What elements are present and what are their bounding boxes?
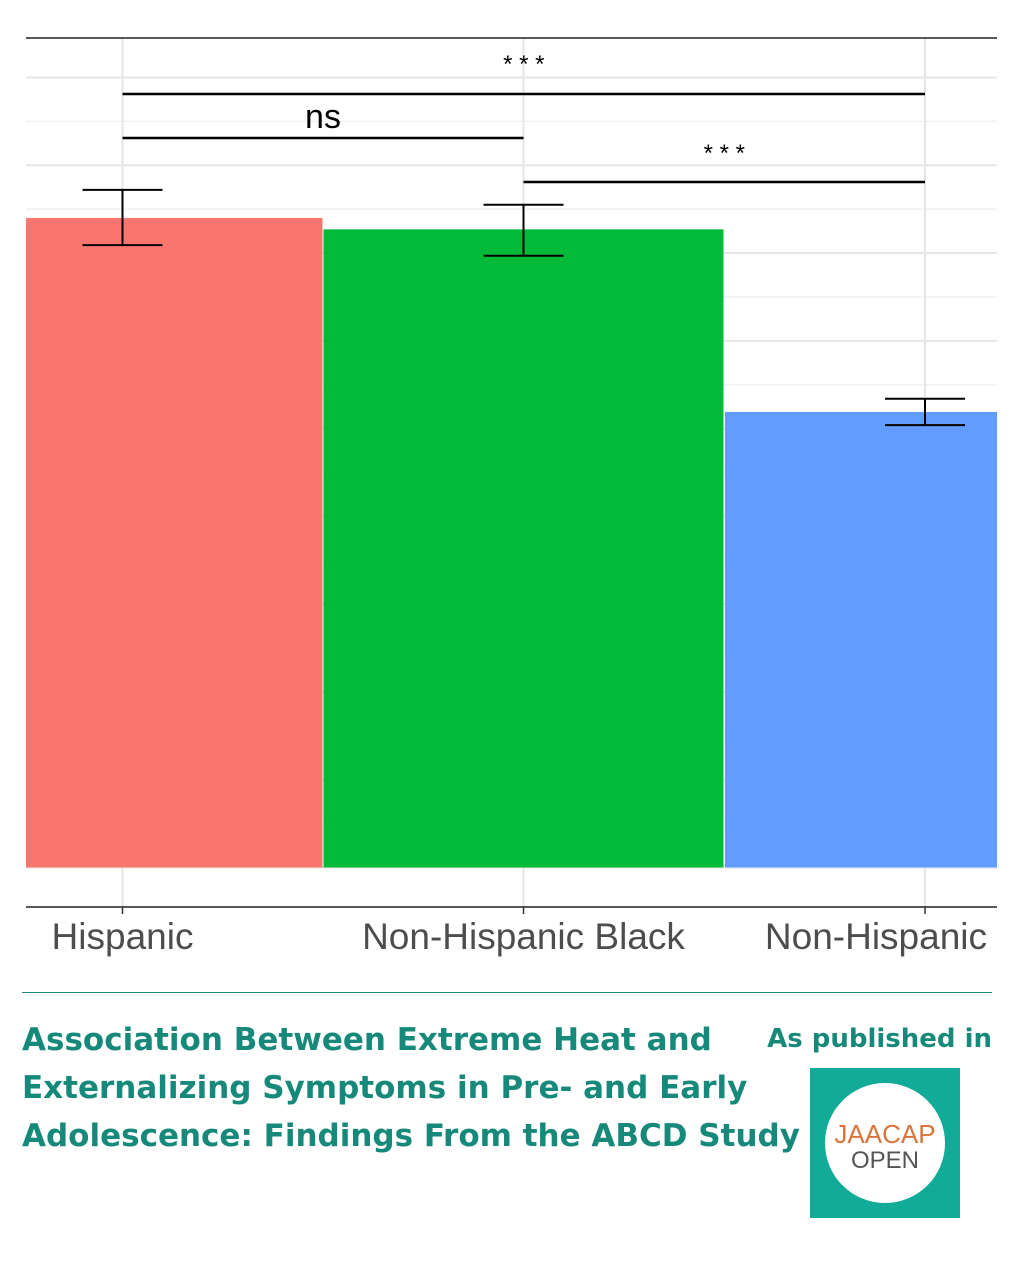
jaacap-open-logo[interactable]: JAACAP OPEN	[810, 1068, 960, 1218]
x-tick-label: Non-Hispanic	[765, 916, 987, 957]
logo-text-jaacap: JAACAP	[834, 1119, 936, 1149]
significance-label: * * *	[704, 140, 745, 167]
logo-text-open: OPEN	[850, 1147, 919, 1174]
bar	[725, 411, 997, 868]
significance-label: * * *	[503, 51, 544, 78]
title-line: Adolescence: Findings From the ABCD Stud…	[22, 1118, 800, 1154]
x-tick-label: Non-Hispanic Black	[362, 916, 685, 957]
logo-circle: JAACAP OPEN	[825, 1083, 945, 1203]
article-title: Association Between Extreme Heat and Ext…	[22, 1016, 800, 1160]
bar	[26, 217, 323, 868]
footer-divider	[22, 992, 992, 993]
x-tick-label: Hispanic	[52, 916, 194, 957]
published-label: As published in	[767, 1024, 992, 1054]
bar-chart: * * * ns * * * Hispanic Non-Hispanic Black N…	[26, 37, 997, 957]
title-line: Externalizing Symptoms in Pre- and Early	[22, 1070, 748, 1106]
title-line: Association Between Extreme Heat and	[22, 1022, 712, 1058]
significance-label: ns	[305, 98, 341, 136]
bar	[323, 229, 724, 868]
